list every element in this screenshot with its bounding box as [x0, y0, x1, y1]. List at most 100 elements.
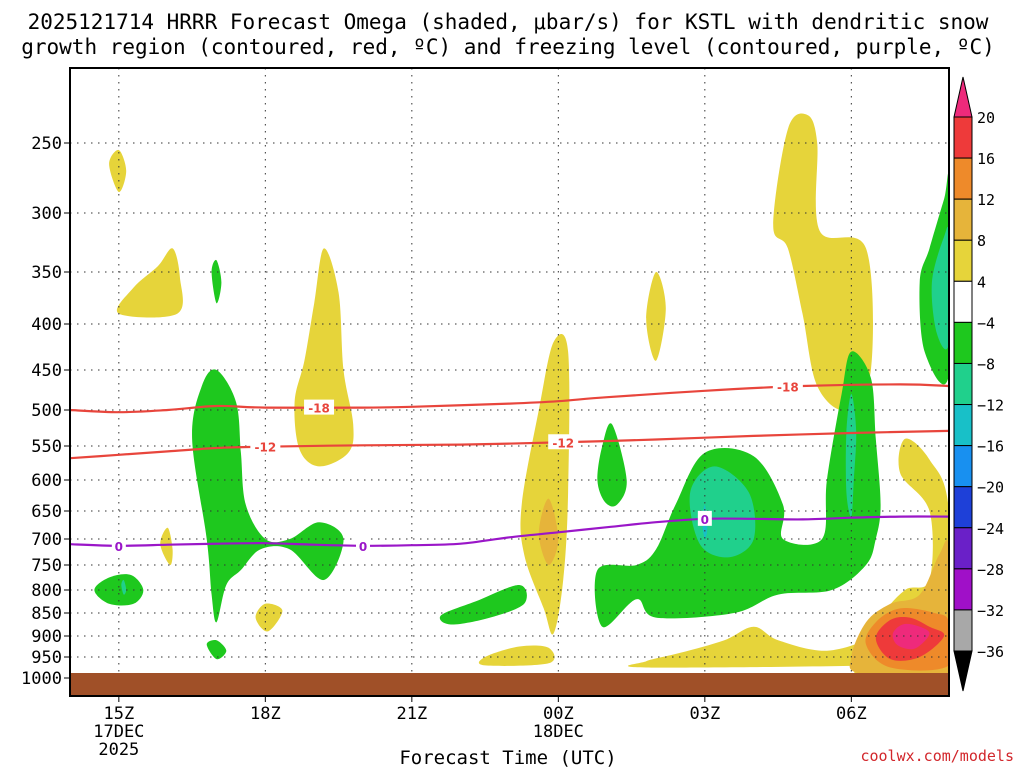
x-tick-label: 15Z — [103, 704, 134, 724]
colorbar-top-arrow — [953, 76, 973, 118]
chart-title-line-2: growth region (contoured, red, ºC) and f… — [21, 35, 995, 59]
omega-region-pos-4-g — [478, 645, 555, 666]
contour-freezing_level_0 — [70, 515, 949, 547]
contour-snow_growth_minus12 — [70, 429, 949, 460]
colorbar-label: −4 — [977, 314, 995, 332]
omega-region-neg-4-b — [94, 574, 144, 606]
colorbar-label: −8 — [977, 355, 995, 373]
colorbar-band — [953, 486, 973, 529]
colorbar-label: 4 — [977, 273, 986, 291]
contour-lines: -18 -18 -12 -12 0 0 0 — [70, 378, 949, 554]
contour-label: 0 — [115, 540, 123, 554]
omega-region-neg-4-a — [211, 259, 222, 304]
colorbar-label: 12 — [977, 191, 995, 209]
colorbar-band — [953, 404, 973, 447]
contour-label-bg — [250, 438, 281, 454]
x-tick-label: 21Z — [396, 704, 427, 724]
x-tick-label: 00Z — [543, 704, 574, 724]
chart-title-line-1: 2025121714 HRRR Forecast Omega (shaded, … — [28, 10, 989, 34]
omega-region-neg-8-c — [845, 394, 857, 517]
y-tick-label: 500 — [31, 401, 62, 421]
omega-region-neg-8-d — [931, 226, 949, 350]
pressure-axis: 250 300 350 400 450 500 550 600 650 700 750 800 850 9… — [21, 134, 70, 689]
colorbar-band — [953, 280, 973, 323]
colorbar-band — [953, 116, 973, 159]
y-tick-label: 950 — [31, 648, 62, 668]
omega-region-pos-4-i — [773, 113, 874, 411]
x-tick-label: 18Z — [250, 704, 281, 724]
colorbar-label: −36 — [977, 643, 1004, 661]
colorbar-band — [953, 527, 973, 570]
omega-region-pos-20-a — [892, 623, 930, 650]
y-tick-label: 750 — [31, 556, 62, 576]
colorbar-band — [953, 198, 973, 241]
contour-label: -18 — [308, 402, 330, 416]
colorbar-label: 8 — [977, 232, 986, 250]
colorbar-band — [953, 239, 973, 282]
y-tick-label: 700 — [31, 530, 62, 550]
colorbar-band — [953, 568, 973, 611]
colorbar-label: 16 — [977, 150, 995, 168]
plot-frame — [69, 67, 950, 697]
contour-label-bg — [356, 537, 370, 553]
omega-region-pos-4-d — [160, 527, 173, 566]
omega-region-pos-4-j — [627, 616, 904, 668]
y-tick-label: 850 — [31, 604, 62, 624]
colorbar-label: −32 — [977, 602, 1004, 620]
x-tick-label: 03Z — [689, 704, 720, 724]
omega-region-pos-8-a — [538, 498, 559, 566]
omega-shading — [94, 113, 949, 691]
contour-label-bg — [548, 434, 579, 450]
omega-region-pos-4-h — [646, 271, 666, 361]
y-tick-label: 400 — [31, 315, 62, 335]
contour-label: 0 — [359, 540, 367, 554]
credit-text: coolwx.com/models — [860, 747, 1014, 765]
omega-region-pos-4-a — [109, 149, 127, 193]
omega-region-neg-4-f — [597, 423, 627, 507]
colorbar-bottom-arrow — [953, 650, 973, 692]
colorbar-label: −16 — [977, 438, 1004, 456]
y-tick-label: 600 — [31, 471, 62, 491]
omega-region-neg-4-e — [439, 584, 527, 625]
omega-region-pos-4-b — [116, 248, 183, 318]
y-tick-label: 800 — [31, 581, 62, 601]
y-tick-label: 1000 — [21, 669, 62, 689]
y-tick-label: 300 — [31, 204, 62, 224]
x-tick-date: 17DEC — [93, 722, 144, 742]
colorbar-band — [953, 445, 973, 488]
x-tick-date: 18DEC — [533, 722, 584, 742]
colorbar-label: −12 — [977, 397, 1004, 415]
omega-region-pos-4-f — [520, 333, 570, 635]
y-tick-label: 550 — [31, 437, 62, 457]
x-tick-label: 06Z — [836, 704, 867, 724]
omega-region-neg-4-c — [192, 369, 344, 623]
colorbar-band — [953, 362, 973, 406]
colorbar-label: 20 — [977, 109, 995, 127]
contour-label-bg — [772, 378, 803, 394]
colorbar-label: −20 — [977, 479, 1004, 497]
y-tick-label: 350 — [31, 263, 62, 283]
colorbar-band — [953, 321, 973, 364]
colorbar-label: −24 — [977, 520, 1004, 538]
y-tick-label: 250 — [31, 134, 62, 154]
contour-label-bg — [697, 510, 712, 526]
omega-region-neg-8-a — [121, 579, 127, 595]
omega-region-neg-4-d — [206, 639, 227, 660]
y-tick-label: 650 — [31, 502, 62, 522]
contour-label: -12 — [254, 441, 276, 455]
omega-colorbar: 20 16 12 8 4 −4 −8 −12 −16 −20 −24 −28 −32 −36 — [953, 76, 1004, 692]
omega-region-pos-4-e — [255, 603, 283, 632]
omega-region-pos-4-c — [294, 248, 354, 467]
contour-label: 0 — [701, 513, 709, 527]
x-axis-label: Forecast Time (UTC) — [399, 747, 616, 768]
ground-terrain — [70, 673, 949, 696]
contour-label: -12 — [552, 436, 574, 450]
contour-label-bg — [304, 399, 335, 415]
colorbar-band — [953, 609, 973, 652]
colorbar-band — [953, 157, 973, 200]
colorbar-label: −28 — [977, 561, 1004, 579]
y-tick-label: 900 — [31, 627, 62, 647]
contour-label: -18 — [777, 381, 799, 395]
